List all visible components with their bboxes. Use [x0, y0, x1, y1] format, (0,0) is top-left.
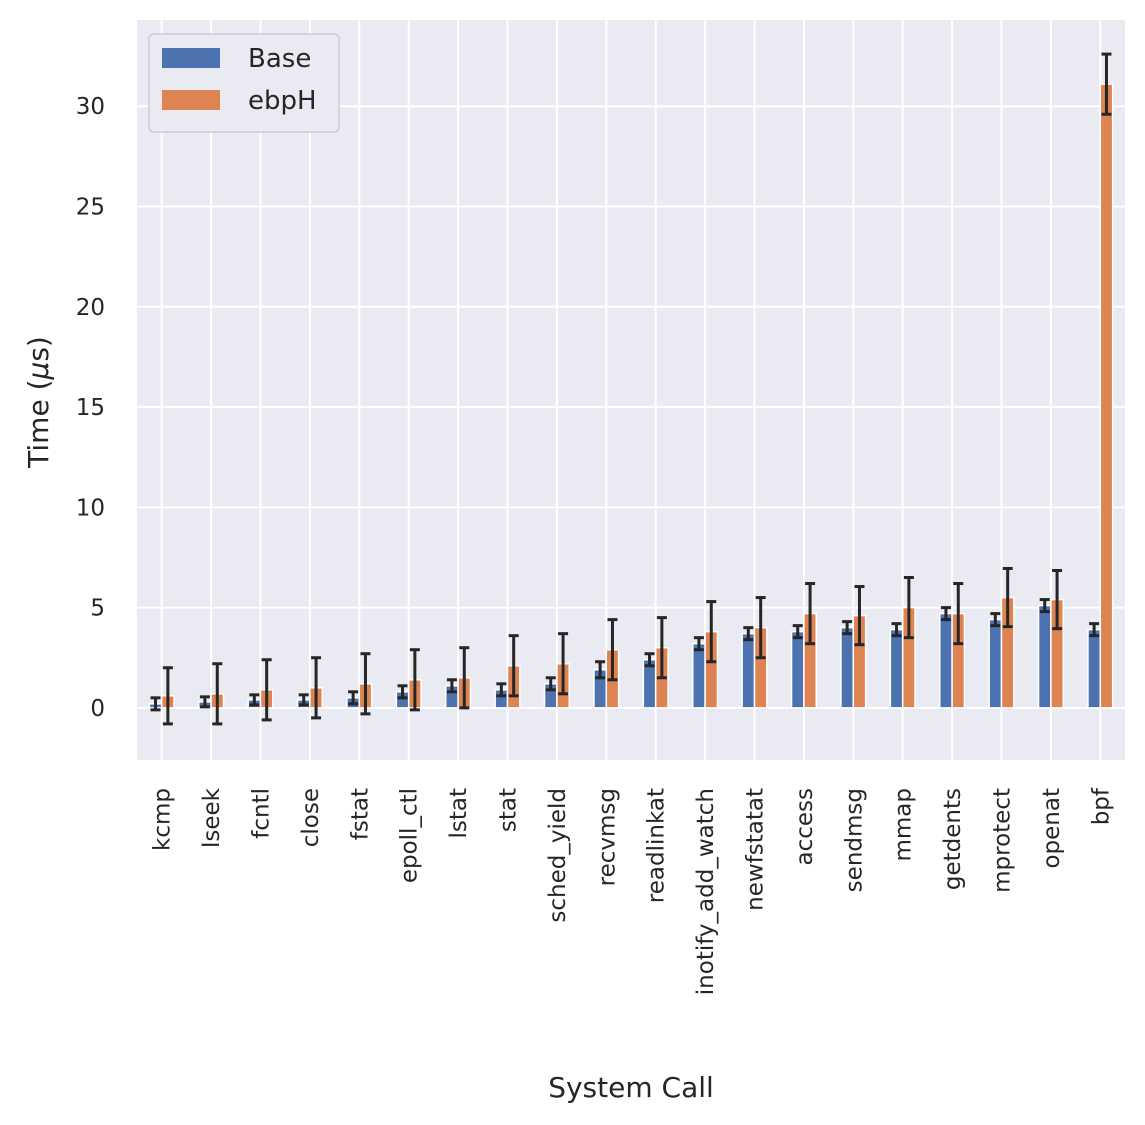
x-tick-label-getdents: getdents	[940, 788, 966, 890]
error-bars	[150, 52, 1112, 726]
x-tick-label-fcntl: fcntl	[249, 788, 275, 839]
y-tick-label: 10	[76, 495, 105, 521]
x-tick-label-recvmsg: recvmsg	[594, 788, 620, 886]
bar-base-openat	[1037, 604, 1052, 709]
y-tick-label: 20	[76, 295, 105, 321]
bar-ebph-bpf	[1099, 83, 1114, 709]
x-tick-label-mmap: mmap	[891, 788, 917, 862]
y-axis-label-suffix: s)	[22, 336, 55, 362]
legend-label-base: Base	[248, 44, 311, 74]
x-tick-label-stat: stat	[496, 788, 522, 832]
legend: Base ebpH	[148, 33, 340, 133]
y-tick-label: 15	[76, 395, 105, 421]
x-tick-label-readlinkat: readlinkat	[644, 788, 670, 903]
bar-base-mmap	[889, 628, 904, 709]
x-tick-label-sendmsg: sendmsg	[841, 788, 867, 892]
x-tick-label-lstat: lstat	[446, 788, 472, 839]
y-tick-labels: 0 5 10 15 20 25 30	[76, 94, 105, 722]
x-tick-labels: kcmp lseek fcntl close fstat epoll_ctl lstat st…	[150, 787, 1115, 995]
y-tick-label: 25	[76, 195, 105, 221]
y-tick-label: 5	[90, 596, 105, 622]
bar-base-inotify_add_watch	[692, 642, 706, 709]
legend-label-ebph: ebpH	[248, 86, 317, 116]
bar-base-newfstatat	[741, 632, 756, 709]
bar-base-sendmsg	[840, 626, 855, 709]
x-tick-label-newfstatat: newfstatat	[743, 788, 769, 911]
y-axis-label-mu: μ	[22, 362, 55, 381]
x-tick-label-openat: openat	[1039, 788, 1065, 869]
x-tick-label-mprotect: mprotect	[990, 788, 1016, 893]
y-tick-label: 30	[76, 94, 105, 120]
bar-base-bpf	[1087, 628, 1102, 709]
x-tick-label-bpf: bpf	[1088, 787, 1114, 825]
x-tick-label-epoll_ctl: epoll_ctl	[397, 788, 423, 883]
x-tick-label-lseek: lseek	[199, 787, 225, 848]
legend-swatch-base	[162, 48, 220, 68]
legend-swatch-ebph	[162, 90, 220, 110]
y-axis-label: Time (μs)	[22, 336, 55, 469]
x-tick-label-inotify_add_watch: inotify_add_watch	[693, 788, 719, 995]
x-axis-label: System Call	[548, 1071, 714, 1104]
x-tick-label-fstat: fstat	[347, 788, 373, 840]
x-tick-label-access: access	[792, 788, 818, 866]
bar-base-getdents	[939, 612, 953, 709]
x-tick-label-kcmp: kcmp	[150, 788, 176, 851]
bar-base-mprotect	[988, 618, 1003, 709]
y-tick-label: 0	[90, 696, 105, 722]
x-tick-label-sched_yield: sched_yield	[545, 788, 571, 923]
x-tick-label-close: close	[298, 788, 324, 847]
y-axis-label-prefix: Time (	[22, 379, 55, 468]
bar-base-access	[790, 630, 805, 709]
